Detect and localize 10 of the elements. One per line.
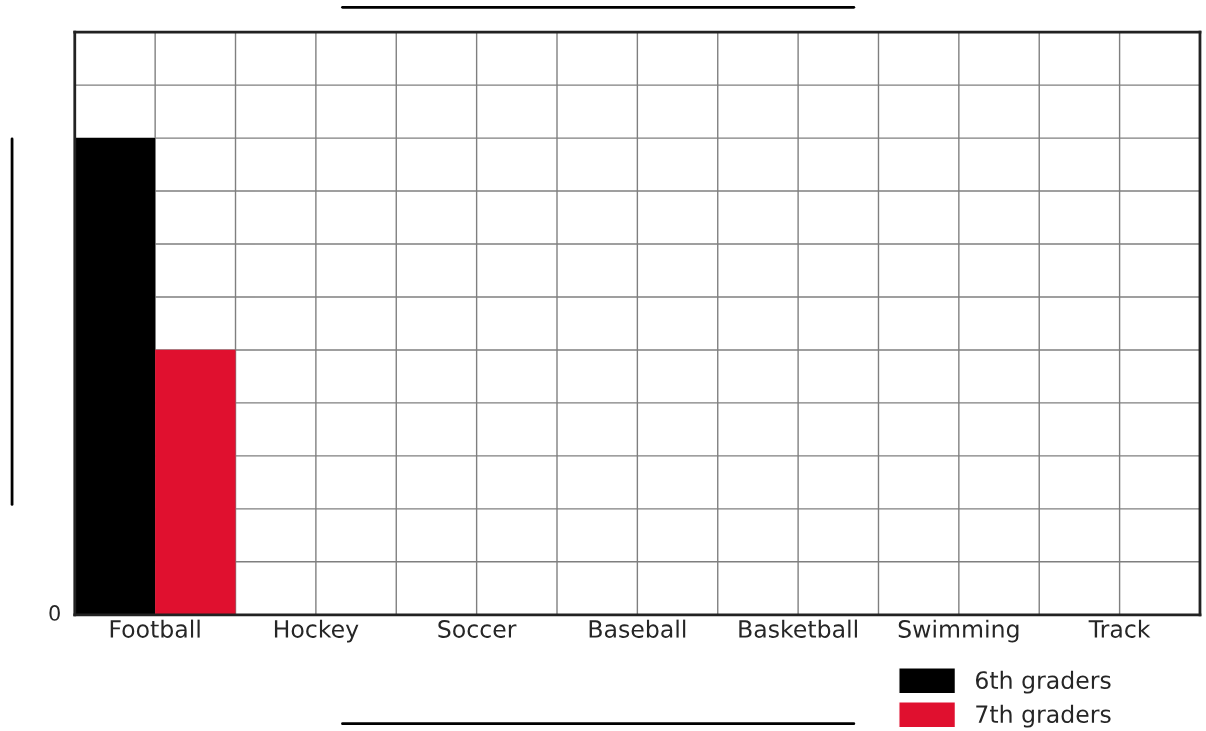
x-tick-label: Track xyxy=(1088,619,1151,638)
x-tick-label: Swimming xyxy=(898,619,1019,643)
x-tick-label: Basketball xyxy=(739,619,857,638)
legend-label: 7th graders xyxy=(976,704,1111,728)
legend-label: 6th graders xyxy=(975,670,1111,694)
x-tick-label: Baseball xyxy=(589,619,686,638)
x-tick-label: Soccer xyxy=(438,620,517,638)
x-tick-label: Football xyxy=(110,619,200,638)
text: 0 xyxy=(49,605,60,621)
x-tick-label: Hockey xyxy=(274,619,359,643)
